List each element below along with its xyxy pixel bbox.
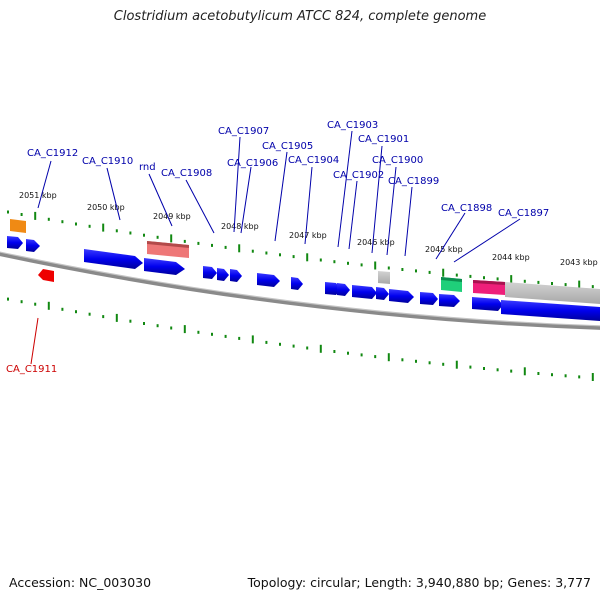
forward-gene-arrow[interactable] — [439, 294, 460, 307]
gene-label[interactable]: CA_C1904 — [288, 155, 339, 166]
forward-gene-arrow[interactable] — [7, 236, 23, 249]
gray-feature[interactable] — [378, 271, 390, 284]
gene-label[interactable]: CA_C1907 — [218, 126, 269, 137]
gene-label[interactable]: CA_C1906 — [227, 158, 278, 169]
tick-label: 2051 kbp — [19, 191, 57, 200]
gene-label[interactable]: CA_C1897 — [498, 208, 549, 219]
gene-label[interactable]: CA_C1900 — [372, 155, 423, 166]
tick-label: 2049 kbp — [153, 212, 191, 221]
forward-gene-arrow[interactable] — [291, 277, 303, 290]
genome-title: Clostridium acetobutylicum ATCC 824, com… — [113, 9, 487, 24]
reverse-gene-arrow[interactable] — [38, 269, 54, 282]
label-leaders — [37, 130, 521, 263]
label-leader-reverse — [30, 317, 39, 365]
forward-gene-arrow[interactable] — [230, 269, 242, 282]
forward-gene-arrow[interactable] — [472, 297, 503, 311]
feature-blocks — [10, 219, 600, 304]
forward-gene-arrow[interactable] — [337, 283, 350, 296]
gene-labels: CA_C1912 CA_C1910 rnd CA_C1908 CA_C1907 … — [6, 120, 549, 375]
tick-label: 2045 kbp — [425, 245, 463, 254]
accession-text: Accession: NC_003030 — [9, 575, 152, 590]
gene-label[interactable]: CA_C1898 — [441, 203, 492, 214]
tick-label: 2048 kbp — [221, 222, 259, 231]
forward-gene-arrow[interactable] — [203, 266, 217, 279]
gene-label[interactable]: CA_C1903 — [327, 120, 378, 131]
gene-label[interactable]: CA_C1912 — [27, 148, 78, 159]
forward-gene-arrow[interactable] — [84, 249, 143, 269]
gene-label[interactable]: CA_C1905 — [262, 141, 313, 152]
gene-label[interactable]: CA_C1902 — [333, 170, 384, 181]
genome-summary: Topology: circular; Length: 3,940,880 bp… — [247, 575, 591, 590]
tick-track-outer — [7, 210, 594, 289]
gray-feature-long[interactable] — [505, 282, 600, 304]
forward-genes — [7, 236, 600, 321]
tick-label: 2046 kbp — [357, 238, 395, 247]
genome-backbone — [0, 252, 600, 330]
forward-gene-arrow[interactable] — [420, 292, 438, 305]
gene-label[interactable]: CA_C1901 — [358, 134, 409, 145]
tick-label: 2043 kbp — [560, 258, 598, 267]
forward-gene-arrow[interactable] — [26, 239, 40, 252]
forward-gene-arrow[interactable] — [376, 287, 389, 300]
forward-gene-arrow[interactable] — [217, 268, 229, 281]
gene-label-reverse[interactable]: CA_C1911 — [6, 364, 57, 375]
forward-gene-arrow[interactable] — [352, 285, 377, 299]
forward-gene-arrow[interactable] — [257, 273, 280, 287]
tick-track-inner — [7, 297, 594, 381]
tick-label: 2044 kbp — [492, 253, 530, 262]
orange-feature[interactable] — [10, 219, 26, 233]
tick-label: 2047 kbp — [289, 231, 327, 240]
tick-label: 2050 kbp — [87, 203, 125, 212]
gene-label[interactable]: CA_C1910 — [82, 156, 133, 167]
forward-gene-arrow[interactable] — [389, 289, 414, 303]
tick-labels: 2051 kbp 2050 kbp 2049 kbp 2048 kbp 2047… — [19, 191, 598, 267]
gene-label[interactable]: CA_C1908 — [161, 168, 212, 179]
gene-label[interactable]: rnd — [139, 162, 156, 173]
forward-gene-arrow[interactable] — [501, 300, 600, 321]
forward-gene-arrow[interactable] — [144, 258, 185, 275]
gene-label[interactable]: CA_C1899 — [388, 176, 439, 187]
